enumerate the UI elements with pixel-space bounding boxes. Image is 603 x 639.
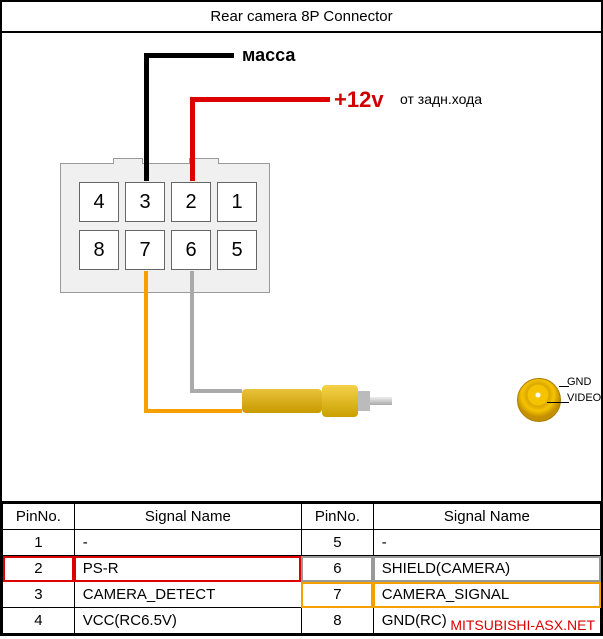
pin-3: 3	[125, 182, 165, 222]
cell-pin: 7	[301, 582, 373, 608]
cell-signal: -	[74, 530, 301, 556]
rca-plug-grip	[322, 385, 358, 417]
label-ground: масса	[242, 45, 295, 66]
watermark: MITSUBISHI-ASX.NET	[450, 617, 595, 633]
th-signal: Signal Name	[373, 504, 600, 530]
label-from-reverse: от задн.хода	[400, 91, 482, 107]
pin-5: 5	[217, 230, 257, 270]
cell-pin: 3	[3, 582, 75, 608]
pin-label: 1	[231, 191, 242, 214]
pin-label: 7	[139, 239, 150, 262]
connector-body: 4 3 2 1 8 7 6 5	[60, 163, 270, 293]
th-pin: PinNo.	[301, 504, 373, 530]
th-pin: PinNo.	[3, 504, 75, 530]
rca-jack: GND VIDEO	[517, 378, 561, 422]
cell-signal: PS-R	[74, 556, 301, 582]
cell-signal: CAMERA_DETECT	[74, 582, 301, 608]
diagram-area: 4 3 2 1 8 7 6 5 масса +12v от задн.хода	[2, 33, 601, 503]
pin-4: 4	[79, 182, 119, 222]
label-gnd: GND	[567, 376, 591, 388]
pin-label: 2	[185, 191, 196, 214]
table-row: 2 PS-R 6 SHIELD(CAMERA)	[3, 556, 601, 582]
pin-label: 5	[231, 239, 242, 262]
wire-power-h	[190, 97, 330, 102]
pin-8: 8	[79, 230, 119, 270]
cell-signal: -	[373, 530, 600, 556]
table-header-row: PinNo. Signal Name PinNo. Signal Name	[3, 504, 601, 530]
diagram-frame: Rear camera 8P Connector 4 3 2 1 8 7 6 5…	[0, 0, 603, 636]
wire-power-v	[190, 97, 195, 181]
pin-table: PinNo. Signal Name PinNo. Signal Name 1 …	[2, 503, 601, 634]
title-bar: Rear camera 8P Connector	[2, 2, 601, 33]
table-row: 3 CAMERA_DETECT 7 CAMERA_SIGNAL	[3, 582, 601, 608]
label-video: VIDEO	[567, 392, 601, 404]
wire-signal-v	[144, 271, 148, 413]
pin-2: 2	[171, 182, 211, 222]
title-text: Rear camera 8P Connector	[210, 8, 392, 25]
table-row: 1 - 5 -	[3, 530, 601, 556]
pin-grid: 4 3 2 1 8 7 6 5	[79, 182, 257, 270]
cell-pin: 2	[3, 556, 75, 582]
cell-pin: 8	[301, 608, 373, 634]
cell-signal: SHIELD(CAMERA)	[373, 556, 600, 582]
pin-7: 7	[125, 230, 165, 270]
th-signal: Signal Name	[74, 504, 301, 530]
rca-jack-face	[517, 378, 561, 422]
cell-signal: CAMERA_SIGNAL	[373, 582, 600, 608]
cell-signal: VCC(RC6.5V)	[74, 608, 301, 634]
pin-label: 3	[139, 191, 150, 214]
lead-line	[547, 402, 569, 403]
pin-1: 1	[217, 182, 257, 222]
wire-signal-h	[144, 409, 242, 413]
cell-pin: 5	[301, 530, 373, 556]
label-plus12v: +12v	[334, 87, 384, 113]
rca-plug	[242, 383, 392, 419]
connector-notch	[113, 158, 143, 164]
wire-ground-h	[144, 53, 234, 58]
pin-label: 6	[185, 239, 196, 262]
rca-plug-body	[242, 389, 322, 413]
pin-6: 6	[171, 230, 211, 270]
cell-pin: 6	[301, 556, 373, 582]
wire-ground-v	[144, 53, 149, 181]
cell-pin: 4	[3, 608, 75, 634]
rca-plug-ring	[358, 391, 370, 411]
pin-label: 4	[93, 191, 104, 214]
wire-shield-h	[190, 389, 242, 393]
rca-plug-pin	[370, 397, 392, 405]
pin-label: 8	[93, 239, 104, 262]
cell-pin: 1	[3, 530, 75, 556]
wire-shield-v	[190, 271, 194, 389]
